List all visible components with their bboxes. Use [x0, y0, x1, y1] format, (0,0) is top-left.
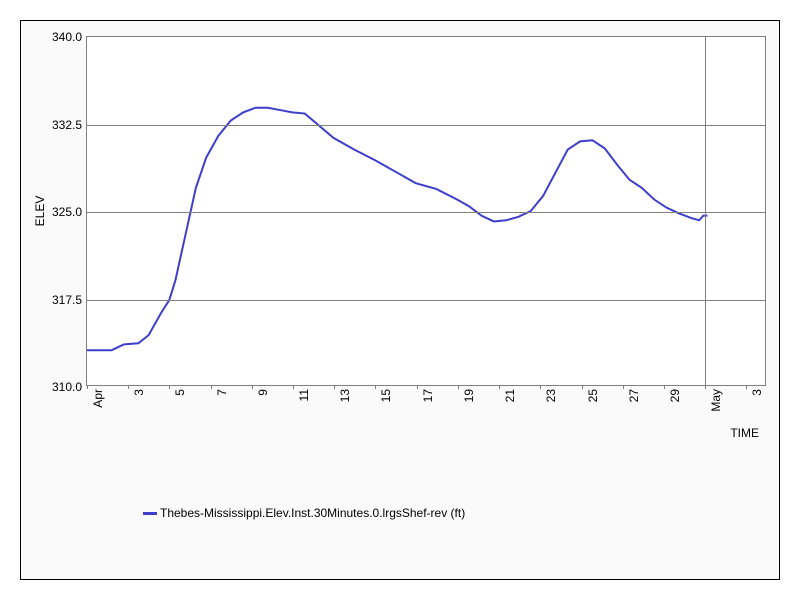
x-tick-label: 15 [379, 389, 393, 402]
gridline-v [705, 37, 706, 385]
legend-label: Thebes-Mississippi.Elev.Inst.30Minutes.0… [160, 506, 465, 520]
x-tick-mark [87, 385, 88, 389]
x-tick-mark [252, 385, 253, 389]
x-tick-mark [169, 385, 170, 389]
x-tick-mark [293, 385, 294, 389]
y-tick-label: 317.5 [52, 293, 82, 307]
x-tick-label: 25 [586, 389, 600, 402]
line-series [87, 37, 765, 385]
gridline-h [87, 125, 765, 126]
x-tick-label: 13 [338, 389, 352, 402]
x-tick-label: 29 [668, 389, 682, 402]
x-tick-label: May [709, 389, 723, 412]
x-tick-mark [664, 385, 665, 389]
x-tick-label: 17 [421, 389, 435, 402]
x-tick-label: 27 [627, 389, 641, 402]
y-axis-title: ELEV [33, 196, 47, 227]
x-tick-label: 11 [297, 389, 311, 401]
x-tick-mark [211, 385, 212, 389]
y-tick-label: 332.5 [52, 118, 82, 132]
x-tick-label: 3 [132, 389, 146, 396]
x-tick-mark [582, 385, 583, 389]
x-tick-label: 5 [173, 389, 187, 396]
x-tick-mark [128, 385, 129, 389]
x-tick-label: 23 [544, 389, 558, 402]
x-tick-mark [334, 385, 335, 389]
x-tick-label: 3 [750, 389, 764, 396]
x-tick-mark [746, 385, 747, 389]
x-tick-mark [499, 385, 500, 389]
x-tick-label: 19 [462, 389, 476, 402]
x-tick-mark [705, 385, 706, 389]
x-axis-title: TIME [730, 426, 759, 440]
y-tick-label: 325.0 [52, 205, 82, 219]
legend: Thebes-Mississippi.Elev.Inst.30Minutes.0… [143, 506, 465, 520]
chart-frame: ELEV TIME 310.0317.5325.0332.5340.0Apr35… [20, 20, 780, 580]
x-tick-mark [458, 385, 459, 389]
x-tick-mark [540, 385, 541, 389]
gridline-h [87, 212, 765, 213]
x-tick-mark [623, 385, 624, 389]
x-tick-label: 9 [256, 389, 270, 396]
x-tick-label: 21 [503, 389, 517, 402]
x-tick-label: Apr [91, 389, 105, 408]
legend-swatch [143, 512, 157, 515]
gridline-h [87, 300, 765, 301]
y-tick-label: 340.0 [52, 30, 82, 44]
plot-area: 310.0317.5325.0332.5340.0Apr357911131517… [86, 36, 766, 386]
y-tick-label: 310.0 [52, 380, 82, 394]
x-tick-label: 7 [215, 389, 229, 396]
x-tick-mark [417, 385, 418, 389]
x-tick-mark [375, 385, 376, 389]
